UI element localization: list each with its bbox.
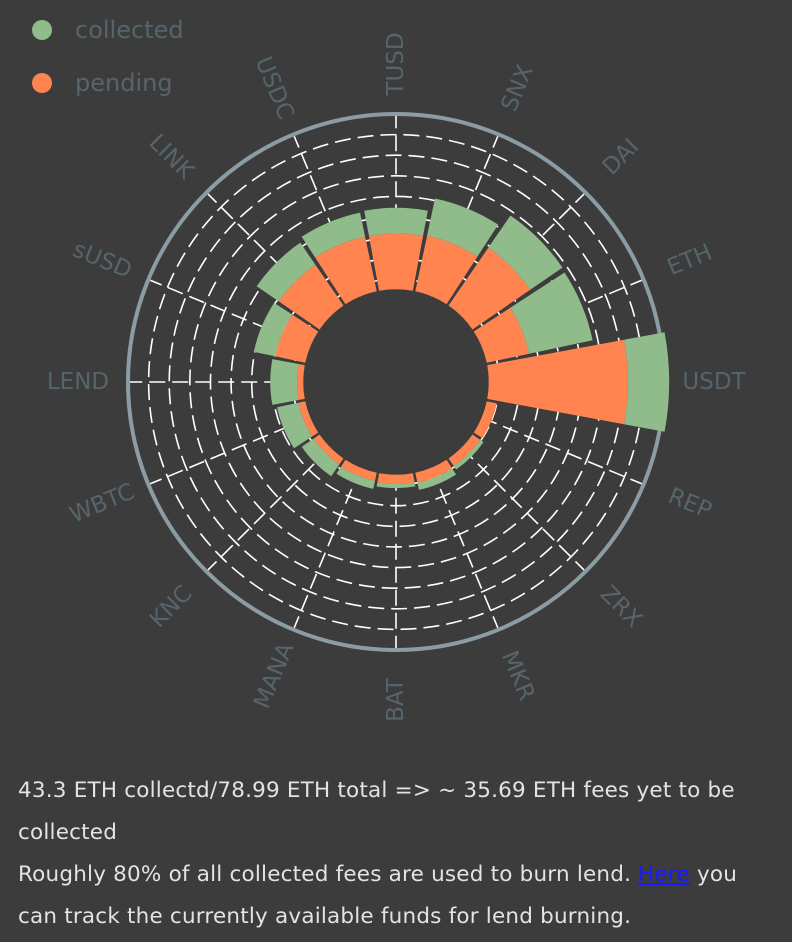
grid-spoke — [481, 416, 643, 485]
polar-chart: USDT ETH DAI SNX TUSD USDC LINK sUSD LEND WBTC KNC… — [47, 32, 747, 722]
bar-collected-mana — [336, 466, 375, 489]
bar-collected-zrx — [453, 439, 484, 470]
category-label-link: LINK — [144, 130, 200, 186]
grid-spoke — [293, 467, 362, 629]
bar-pending-susd — [275, 314, 319, 363]
category-label-lend: LEND — [47, 369, 109, 395]
polar-chart-svg: USDT ETH DAI SNX TUSD USDC LINK sUSD LEND WBTC KNC… — [47, 32, 747, 722]
bar-collected-lend — [270, 359, 299, 405]
bar-collected-usdt — [624, 332, 670, 432]
legend-item-collected[interactable]: collected — [32, 12, 184, 48]
category-label-susd: sUSD — [69, 237, 135, 284]
grid-spoke — [207, 447, 331, 571]
legend-label-collected: collected — [75, 16, 184, 44]
summary-totals: 43.3 ETH collectd/78.99 ETH total => ~ 3… — [18, 778, 735, 845]
category-label-knc: KNC — [145, 581, 198, 634]
bar-layer — [253, 198, 670, 490]
category-label-zrx: ZRX — [595, 581, 647, 633]
bar-collected-snx — [427, 198, 499, 257]
bar-collected-mkr — [417, 468, 457, 490]
bar-collected-tusd — [364, 207, 428, 237]
legend-dot-collected — [32, 20, 52, 40]
bar-pending-link — [278, 264, 344, 330]
bar-collected-bat — [376, 482, 416, 489]
category-label-mana: MANA — [249, 639, 299, 712]
bar-collected-dai — [488, 215, 563, 290]
bar-pending-knc — [313, 434, 344, 465]
category-label-mkr: MKR — [496, 647, 540, 704]
bar-collected-susd — [253, 302, 293, 357]
category-label-bat: BAT — [383, 677, 409, 722]
bar-pending-tusd — [368, 233, 424, 291]
inner-hole — [303, 289, 489, 475]
legend-label-pending: pending — [75, 69, 173, 97]
category-label-usdc: USDC — [250, 53, 299, 123]
category-label-dai: DAI — [598, 134, 645, 181]
bar-pending-zrx — [448, 434, 481, 467]
summary: 43.3 ETH collectd/78.99 ETH total => ~ 3… — [18, 770, 778, 938]
bar-pending-rep — [473, 401, 497, 439]
category-label-snx: SNX — [497, 61, 539, 115]
legend-item-pending[interactable]: pending — [32, 65, 184, 101]
bar-pending-mana — [340, 459, 377, 481]
legend-dot-pending — [32, 73, 52, 93]
bar-collected-knc — [301, 438, 340, 477]
category-label-usdt: USDT — [682, 369, 746, 395]
bar-pending-bat — [377, 473, 415, 485]
grid-spoke — [430, 467, 499, 629]
legend: collected pending — [32, 12, 184, 118]
category-label-tusd: TUSD — [383, 32, 409, 96]
bar-pending-dai — [448, 247, 531, 330]
bar-pending-snx — [415, 235, 478, 305]
category-label-eth: ETH — [664, 240, 716, 282]
bar-collected-link — [256, 242, 316, 302]
summary-track-text: you can track the currently available fu… — [18, 862, 738, 929]
here-link[interactable]: Here — [638, 862, 690, 887]
category-label-wbtc: WBTC — [66, 479, 138, 529]
grid-spoke — [149, 416, 311, 485]
bar-pending-eth — [473, 307, 530, 363]
bar-pending-usdt — [487, 339, 628, 425]
bar-collected-usdc — [301, 212, 366, 258]
summary-burn-info: Roughly 80% of all collected fees are us… — [18, 854, 778, 938]
bar-pending-mkr — [415, 459, 453, 483]
bar-pending-usdc — [315, 236, 377, 305]
bar-collected-eth — [510, 272, 593, 354]
grid-spoke — [461, 447, 585, 571]
bar-pending-wbtc — [298, 401, 319, 437]
category-label-rep: REP — [664, 483, 715, 524]
bar-collected-wbtc — [277, 402, 313, 449]
bar-pending-lend — [297, 363, 305, 401]
summary-burn-text: Roughly 80% of all collected fees are us… — [18, 862, 639, 887]
